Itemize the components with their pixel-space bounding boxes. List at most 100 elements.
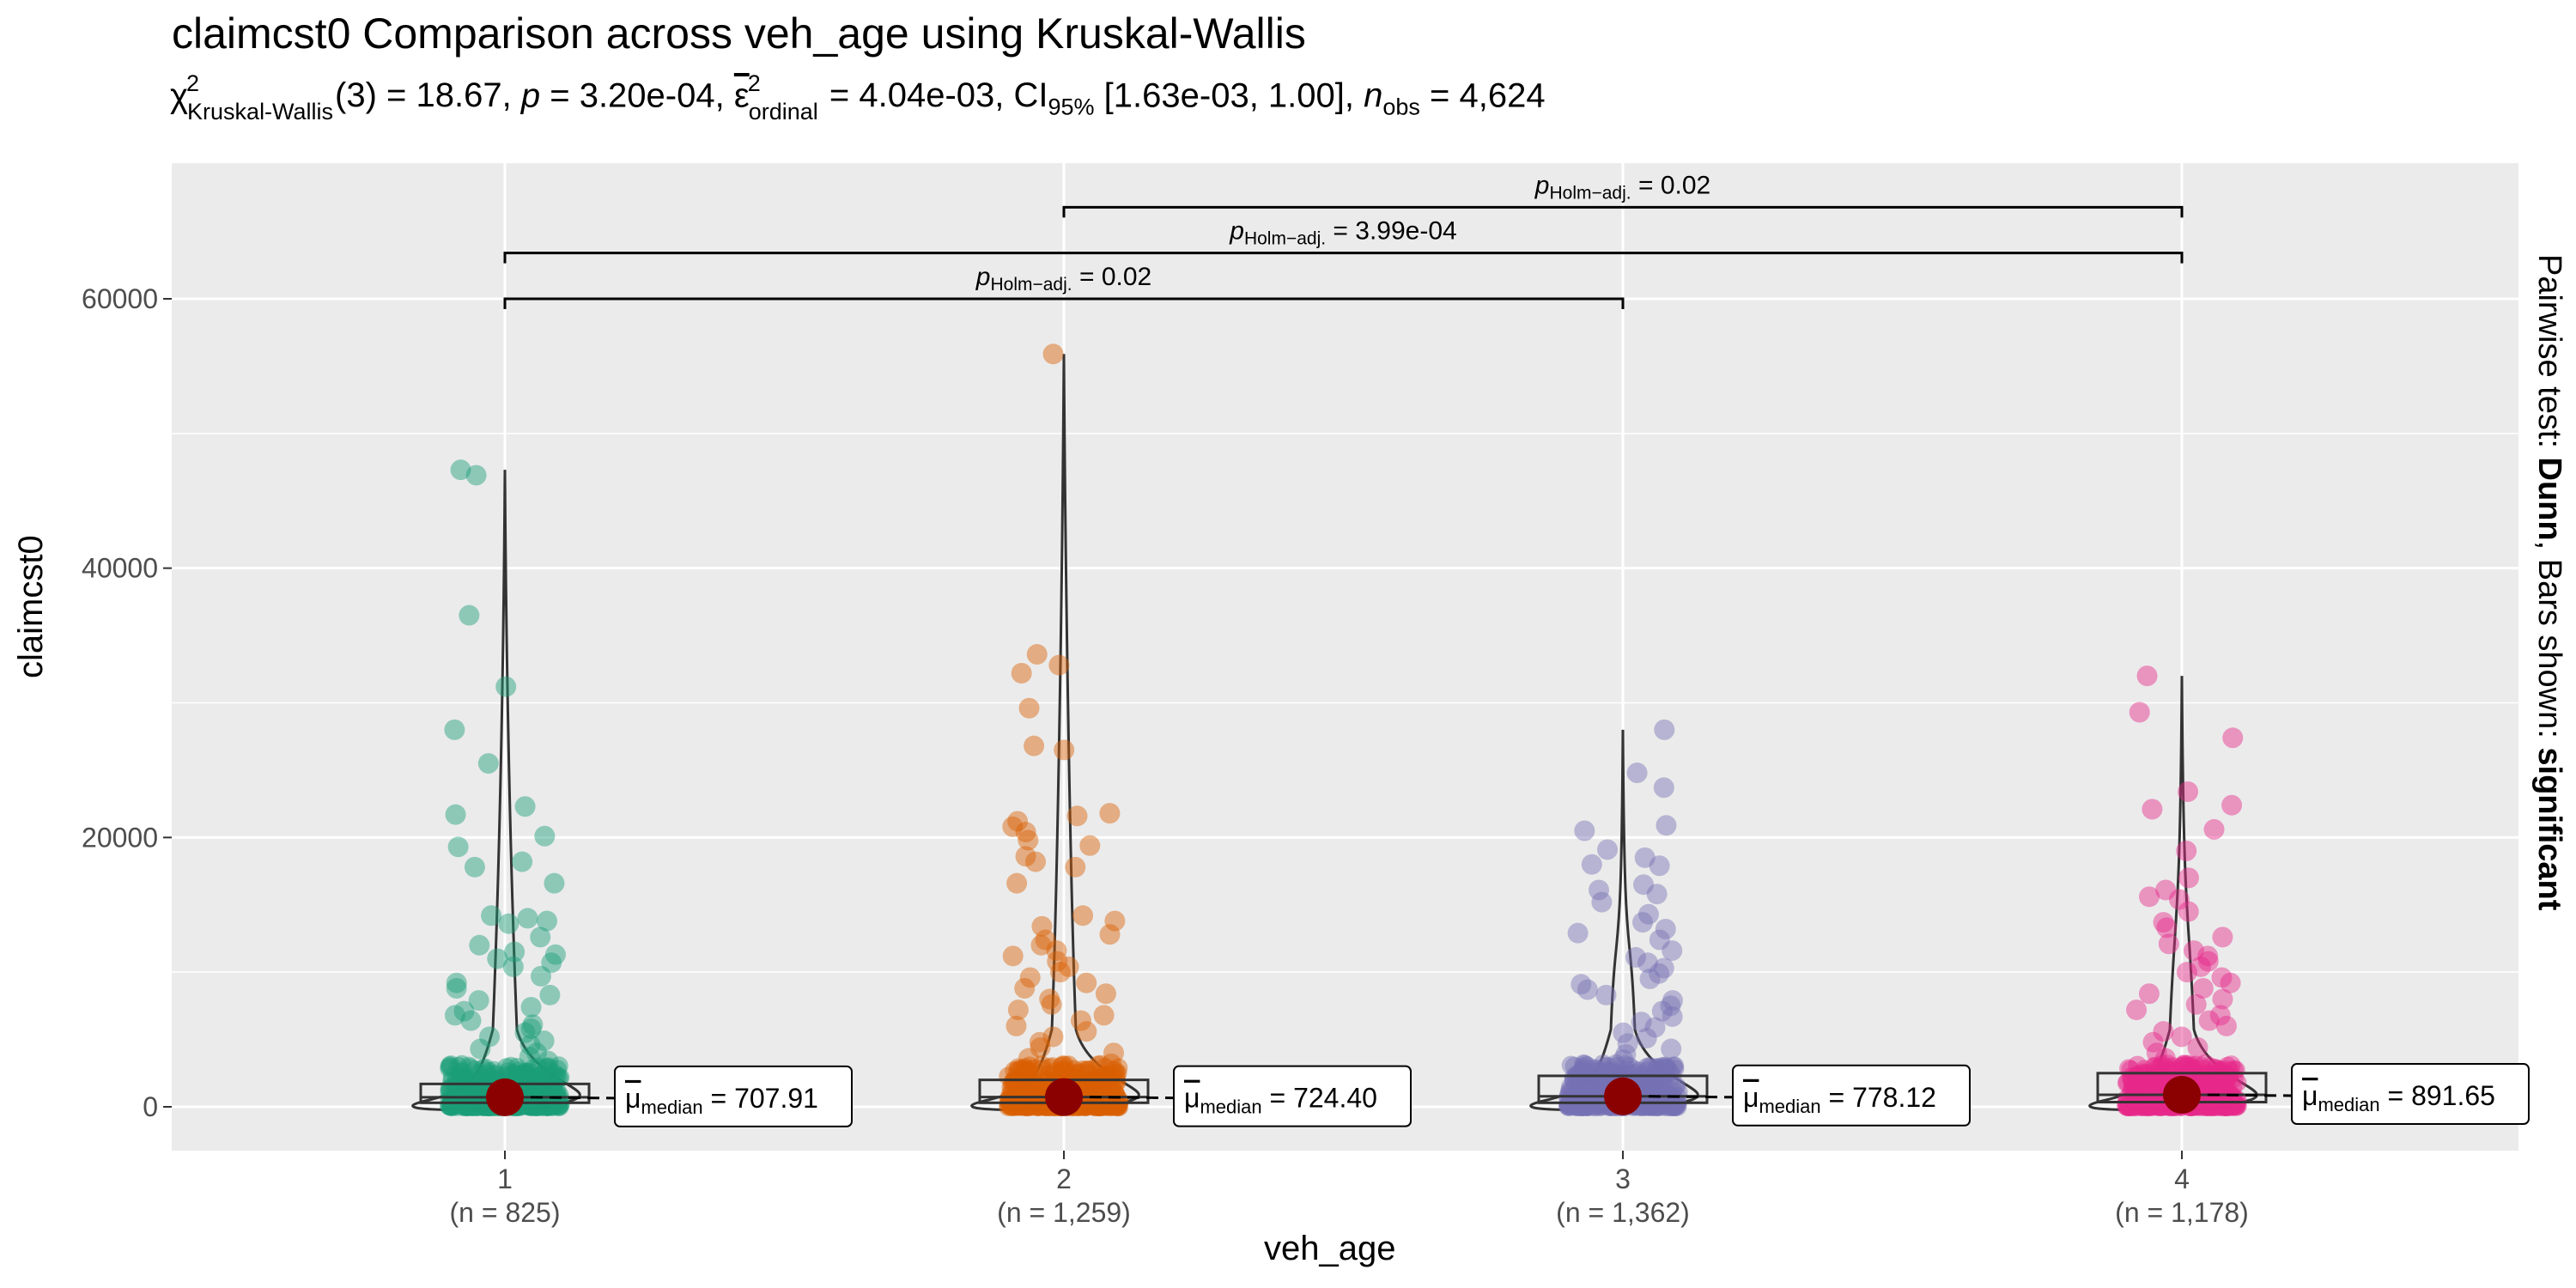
data-point (1015, 1078, 1035, 1097)
data-point (2209, 1060, 2229, 1080)
data-point (2146, 1042, 2167, 1064)
data-point (519, 1046, 540, 1067)
data-point (1058, 956, 1079, 977)
data-point (1015, 1094, 1035, 1114)
data-point (1025, 851, 1047, 872)
data-point (1066, 1063, 1086, 1083)
data-point (517, 908, 538, 929)
pairwise-bracket (503, 297, 1625, 309)
data-point (1577, 1096, 1597, 1115)
data-point (1655, 1058, 1674, 1078)
data-point (487, 948, 508, 969)
y-axis-label: claimcst0 (12, 535, 50, 678)
data-point (2197, 951, 2219, 972)
data-point (1011, 1096, 1030, 1115)
data-point (536, 1090, 556, 1109)
data-point (2217, 1082, 2237, 1102)
data-point (1027, 1095, 1047, 1115)
data-point (1019, 1056, 1039, 1076)
data-point (507, 1057, 527, 1077)
data-point (1613, 1022, 1634, 1043)
data-point (1644, 1017, 1666, 1038)
data-point (1078, 1079, 1097, 1099)
data-point (1665, 1056, 1685, 1076)
data-point (526, 1097, 545, 1116)
data-point (514, 1064, 534, 1084)
data-point (440, 1056, 459, 1076)
data-point (2144, 1056, 2164, 1076)
data-point (1002, 945, 1024, 967)
data-point (1573, 1057, 1593, 1077)
data-point (2148, 1075, 2167, 1095)
data-point (1032, 1055, 1052, 1075)
data-point (1024, 1090, 1043, 1109)
data-point (1015, 1096, 1035, 1115)
data-point (2155, 879, 2177, 901)
data-point (1651, 1000, 1673, 1022)
data-point (1597, 839, 1619, 860)
data-point (1015, 846, 1036, 867)
data-point (1018, 1097, 1038, 1116)
data-point (1099, 1091, 1119, 1110)
epsilon-subscript: ordinal (748, 99, 818, 125)
data-point (1019, 967, 1041, 988)
data-point (1649, 1097, 1669, 1116)
data-point (1024, 735, 1045, 756)
data-point (2178, 901, 2199, 922)
data-point (546, 1095, 566, 1115)
data-point (1005, 1077, 1025, 1097)
data-point (460, 1058, 480, 1078)
y-tick-label: 40000 (82, 553, 158, 584)
data-point (1631, 1012, 1652, 1033)
chi-subscript: Kruskal-Wallis (187, 99, 334, 125)
data-point (1565, 1084, 1585, 1104)
data-point (539, 984, 561, 1005)
data-point (1586, 1060, 1606, 1079)
data-point (1096, 1096, 1115, 1115)
data-point (547, 1081, 567, 1101)
data-point (1086, 1096, 1106, 1115)
data-point (1095, 1057, 1115, 1077)
data-point (1643, 1077, 1662, 1097)
chi-value: (3) = 18.67, (335, 76, 512, 115)
data-point (2152, 1054, 2172, 1074)
data-point (1636, 1028, 1657, 1049)
x-tick-label: 3 (1615, 1163, 1631, 1194)
data-point (1011, 1079, 1030, 1099)
data-point (1011, 662, 1032, 683)
data-point (1649, 963, 1670, 984)
data-point (1076, 972, 1097, 993)
data-point (2196, 1096, 2215, 1115)
data-point (1105, 1061, 1125, 1081)
data-point (1584, 1059, 1604, 1078)
data-point (2202, 1076, 2221, 1096)
data-point (2175, 1054, 2195, 1074)
data-point (1049, 962, 1071, 983)
data-point (1559, 1084, 1579, 1103)
data-point (1589, 1096, 1609, 1115)
caption-bold-1: Dunn (2531, 457, 2567, 541)
data-point (1643, 1079, 1663, 1099)
data-point (1007, 811, 1029, 832)
data-point (1085, 1096, 1105, 1115)
data-point (546, 1095, 566, 1115)
data-point (1634, 847, 1656, 868)
data-point (1586, 1076, 1606, 1096)
data-point (1565, 1095, 1585, 1115)
data-point (1571, 1075, 1591, 1095)
data-point (1083, 1094, 1103, 1114)
data-point (519, 1095, 539, 1115)
data-point (1079, 1090, 1099, 1109)
data-point (1010, 1060, 1030, 1079)
data-point (1581, 854, 1602, 875)
data-point (1071, 1010, 1092, 1031)
data-point (1633, 874, 1655, 896)
data-point (1018, 1068, 1038, 1088)
data-point (2157, 1054, 2177, 1074)
data-point (1571, 1084, 1590, 1103)
data-point (1586, 1095, 1606, 1115)
data-point (440, 1059, 459, 1078)
data-point (1064, 1060, 1084, 1079)
pairwise-label: pHolm−adj. = 0.02 (1534, 171, 1710, 203)
